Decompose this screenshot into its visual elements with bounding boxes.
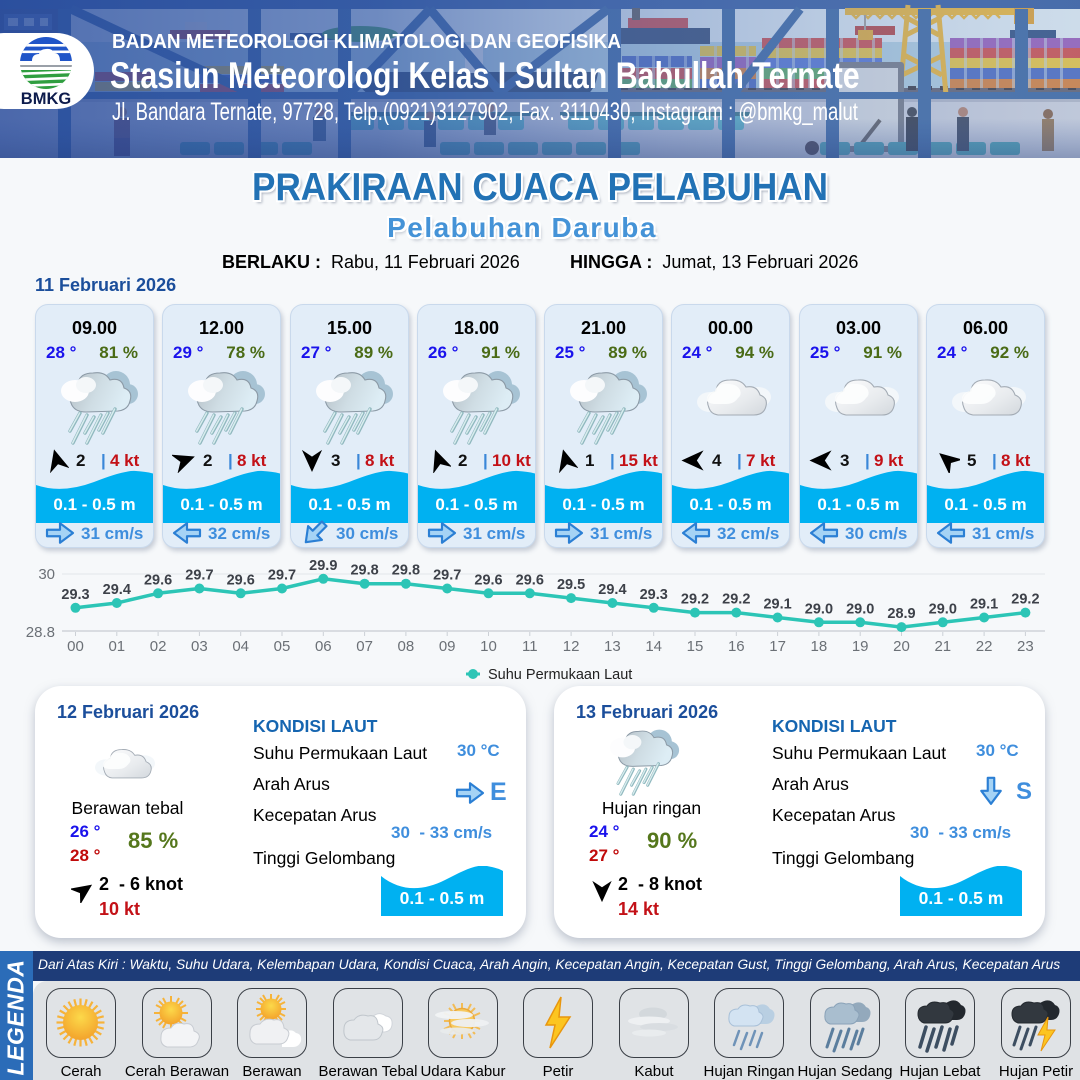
svg-text:20: 20 bbox=[893, 638, 910, 655]
svg-text:05: 05 bbox=[274, 638, 291, 655]
svg-text:Suhu Permukaan Laut: Suhu Permukaan Laut bbox=[488, 667, 632, 683]
svg-text:00: 00 bbox=[67, 638, 84, 655]
svg-text:02: 02 bbox=[150, 638, 167, 655]
svg-text:12: 12 bbox=[563, 638, 580, 655]
svg-text:29.5: 29.5 bbox=[557, 577, 585, 593]
svg-text:08: 08 bbox=[398, 638, 415, 655]
svg-text:13: 13 bbox=[604, 638, 621, 655]
svg-text:18: 18 bbox=[811, 638, 828, 655]
svg-text:29.4: 29.4 bbox=[598, 582, 626, 598]
svg-text:29.1: 29.1 bbox=[970, 597, 998, 613]
svg-text:29.6: 29.6 bbox=[516, 572, 544, 588]
svg-text:29.3: 29.3 bbox=[640, 587, 668, 603]
svg-text:29.3: 29.3 bbox=[61, 587, 89, 603]
svg-text:16: 16 bbox=[728, 638, 745, 655]
svg-text:29.4: 29.4 bbox=[103, 582, 131, 598]
svg-text:10: 10 bbox=[480, 638, 497, 655]
svg-text:19: 19 bbox=[852, 638, 869, 655]
svg-text:14: 14 bbox=[645, 638, 662, 655]
svg-text:29.0: 29.0 bbox=[846, 601, 874, 617]
svg-text:03: 03 bbox=[191, 638, 208, 655]
svg-text:15: 15 bbox=[687, 638, 704, 655]
svg-text:11: 11 bbox=[522, 638, 538, 655]
svg-text:30: 30 bbox=[38, 566, 55, 583]
svg-text:29.7: 29.7 bbox=[185, 568, 213, 584]
svg-text:29.7: 29.7 bbox=[268, 568, 296, 584]
svg-text:01: 01 bbox=[108, 638, 125, 655]
svg-text:23: 23 bbox=[1017, 638, 1034, 655]
svg-text:29.8: 29.8 bbox=[350, 563, 378, 579]
svg-text:29.0: 29.0 bbox=[929, 601, 957, 617]
svg-text:28.8: 28.8 bbox=[26, 624, 55, 641]
svg-text:29.6: 29.6 bbox=[474, 572, 502, 588]
svg-text:22: 22 bbox=[976, 638, 993, 655]
svg-text:29.2: 29.2 bbox=[681, 592, 709, 608]
svg-text:29.2: 29.2 bbox=[722, 592, 750, 608]
svg-text:06: 06 bbox=[315, 638, 332, 655]
svg-text:29.6: 29.6 bbox=[144, 572, 172, 588]
svg-text:29.9: 29.9 bbox=[309, 558, 337, 574]
svg-text:09: 09 bbox=[439, 638, 456, 655]
svg-text:BMKG: BMKG bbox=[21, 90, 71, 108]
svg-text:29.7: 29.7 bbox=[433, 568, 461, 584]
svg-text:17: 17 bbox=[769, 638, 786, 655]
svg-text:21: 21 bbox=[934, 638, 951, 655]
svg-text:04: 04 bbox=[232, 638, 249, 655]
svg-text:29.0: 29.0 bbox=[805, 601, 833, 617]
svg-text:07: 07 bbox=[356, 638, 373, 655]
svg-text:28.9: 28.9 bbox=[887, 606, 915, 622]
svg-text:29.1: 29.1 bbox=[763, 597, 791, 613]
svg-text:29.6: 29.6 bbox=[227, 572, 255, 588]
svg-text:29.8: 29.8 bbox=[392, 563, 420, 579]
svg-text:29.2: 29.2 bbox=[1011, 592, 1039, 608]
